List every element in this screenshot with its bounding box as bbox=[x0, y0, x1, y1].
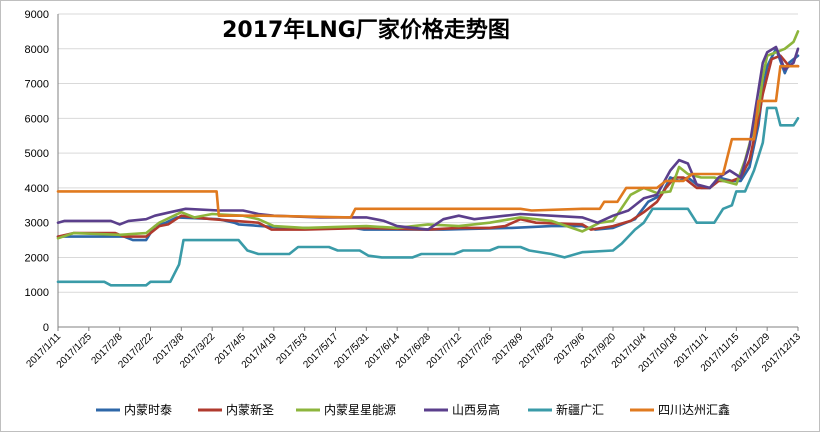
y-tick-label-5: 5000 bbox=[25, 148, 49, 160]
chart-title: 2017年LNG厂家价格走势图 bbox=[222, 17, 510, 43]
legend-label-4: 山西易高 bbox=[452, 402, 500, 417]
series-lines bbox=[56, 30, 800, 287]
legend-label-5: 新疆广汇 bbox=[556, 402, 604, 417]
y-tick-label-2: 2000 bbox=[25, 252, 49, 264]
y-tick-label-7: 7000 bbox=[25, 79, 49, 91]
y-tick-label-0: 0 bbox=[43, 322, 49, 334]
y-tick-label-1: 1000 bbox=[25, 287, 49, 299]
y-tick-label-9: 9000 bbox=[25, 9, 49, 21]
axes bbox=[57, 14, 799, 331]
series-line-4 bbox=[56, 45, 800, 231]
legend: 内蒙时泰 内蒙新圣 内蒙星星能源 山西易高 新疆广汇 四川达州汇鑫 bbox=[96, 402, 730, 417]
series-line-6 bbox=[56, 64, 800, 219]
series-line-2 bbox=[56, 54, 800, 238]
y-tick-labels: 0 1000 2000 3000 4000 5000 6000 7000 8000 9000 bbox=[25, 9, 49, 334]
y-tick-label-6: 6000 bbox=[25, 113, 49, 125]
x-tick-labels: 2017/1/112017/1/252017/2/82017/2/222017/… bbox=[24, 331, 803, 374]
y-tick-label-4: 4000 bbox=[25, 183, 49, 195]
legend-label-3: 内蒙星星能源 bbox=[324, 403, 396, 417]
y-tick-label-3: 3000 bbox=[25, 218, 49, 230]
series-line-3 bbox=[56, 30, 800, 240]
legend-label-2: 内蒙新圣 bbox=[226, 402, 274, 417]
grid-lines bbox=[58, 13, 798, 293]
y-tick-label-8: 8000 bbox=[25, 44, 49, 56]
legend-label-1: 内蒙时泰 bbox=[124, 403, 172, 417]
legend-label-6: 四川达州汇鑫 bbox=[658, 402, 730, 417]
series-line-5 bbox=[56, 106, 800, 287]
